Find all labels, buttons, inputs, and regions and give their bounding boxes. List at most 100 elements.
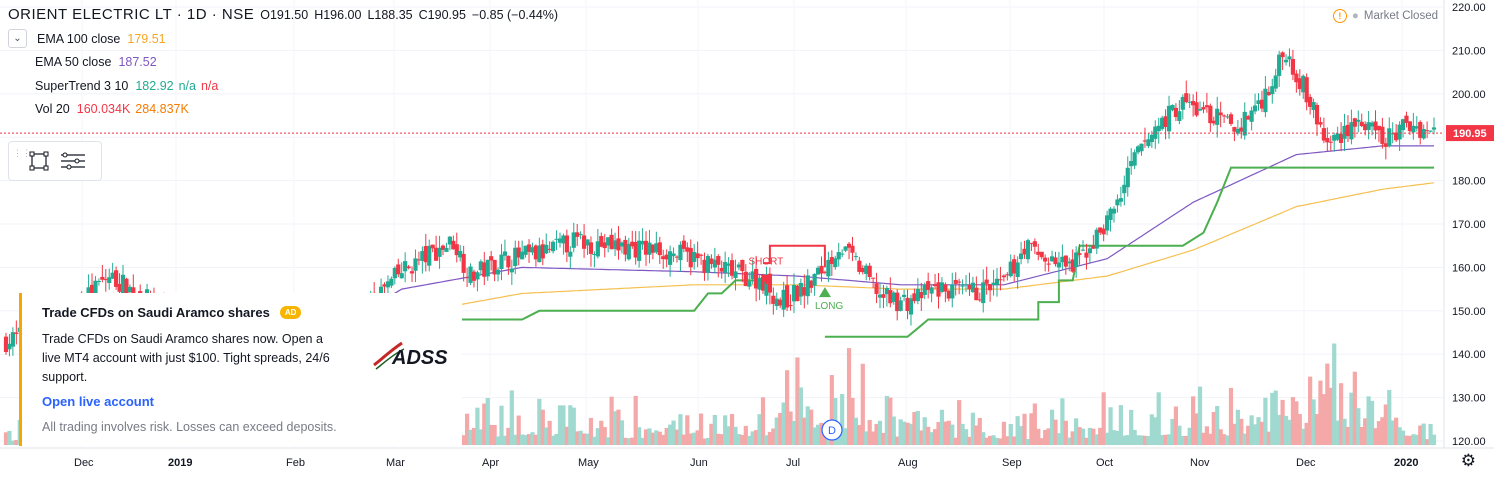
candle-body (637, 240, 642, 261)
volume-bar (626, 438, 631, 445)
volume-bar (767, 431, 772, 445)
candle-body (1098, 227, 1103, 233)
candle-body (946, 290, 951, 299)
candle-body (1177, 111, 1182, 121)
candle-body (888, 290, 893, 304)
indicator-row-ema50[interactable]: EMA 50 close 187.52 (8, 51, 558, 75)
volume-bar (1280, 399, 1285, 445)
candle-body (1135, 146, 1141, 153)
candle-body (1091, 245, 1096, 249)
indicator-value-2: 284.837K (135, 102, 189, 117)
candle-body (1431, 127, 1437, 130)
rectangle-tool-button[interactable] (23, 145, 55, 177)
volume-bar (1397, 427, 1402, 445)
candle-body (984, 279, 989, 284)
volume-bar (760, 397, 766, 445)
volume-bar (606, 437, 611, 445)
volume-bar (778, 413, 783, 445)
candle-body (1404, 115, 1409, 123)
candle-body (967, 284, 972, 290)
candle-body (1297, 78, 1302, 90)
candle-body (506, 255, 511, 268)
candle-body (953, 279, 958, 284)
candle-body (578, 233, 583, 235)
volume-bar (1356, 408, 1361, 445)
candle-body (103, 279, 108, 281)
candle-body (829, 257, 834, 264)
collapse-legend-button[interactable]: ⌄ (8, 29, 27, 49)
time-axis: Dec 2019 Feb Mar Apr May Jun Jul Aug Sep Oct Nov Dec… (0, 447, 1494, 469)
time-tick-label: 2020 (1394, 457, 1418, 469)
ad-panel[interactable]: Trade CFDs on Saudi Aramco shares AD Tra… (19, 293, 462, 446)
volume-bar (740, 434, 745, 445)
volume-bar (1225, 435, 1230, 445)
legend: ORIENT ELECTRIC LT · 1D · NSE O191.50 H1… (8, 6, 558, 121)
volume-bar (791, 420, 797, 445)
volume-bar (509, 390, 514, 445)
volume-bar (867, 420, 872, 445)
volume-bar (733, 426, 738, 445)
candle-body (860, 267, 865, 273)
volume-bar (468, 429, 473, 445)
candle-body (719, 268, 724, 272)
volume-bar (668, 424, 673, 445)
volume-bar (705, 437, 711, 445)
open-live-account-link[interactable]: Open live account (42, 394, 154, 409)
volume-bar (581, 433, 587, 445)
candle-body (516, 247, 521, 258)
candle-body (602, 242, 607, 249)
candle-body (440, 245, 446, 250)
volume-bar (764, 435, 769, 445)
settings-list-button[interactable] (57, 145, 89, 177)
candle-body (1187, 101, 1192, 103)
candle-body (599, 236, 604, 247)
volume-bar (1146, 435, 1151, 445)
volume-bar (991, 435, 996, 445)
volume-bar (943, 421, 948, 445)
volume-bar (719, 434, 724, 445)
volume-bar (984, 437, 989, 445)
volume-bar (1067, 437, 1072, 445)
candle-body (93, 280, 98, 298)
list-settings-icon (61, 152, 85, 170)
volume-bar (1201, 432, 1206, 445)
candle-body (107, 277, 112, 284)
candle-body (733, 271, 738, 278)
candle-body (1022, 248, 1027, 255)
candle-body (654, 243, 659, 253)
candle-body (1273, 75, 1278, 89)
candle-body (809, 280, 814, 288)
volume-bar (802, 417, 807, 445)
candle-body (526, 244, 532, 252)
volume-bar (1043, 429, 1048, 445)
indicator-row-volume[interactable]: Vol 20 160.034K 284.837K (8, 98, 558, 122)
volume-bar (495, 436, 501, 445)
candle-body (740, 259, 745, 272)
symbol-title[interactable]: ORIENT ELECTRIC LT · 1D · NSE (8, 6, 255, 23)
time-tick-label: May (578, 457, 599, 469)
candle-body (798, 282, 803, 297)
drawing-toolbar[interactable]: ⋮⋮ (8, 141, 102, 181)
volume-bar (650, 432, 656, 445)
volume-bar (633, 395, 638, 445)
indicator-row-ema100[interactable]: ⌄ EMA 100 close 179.51 (8, 27, 558, 51)
dividend-marker[interactable]: D (821, 419, 843, 441)
indicator-row-supertrend[interactable]: SuperTrend 3 10 182.92 n/a n/a (8, 74, 558, 98)
volume-bar (1094, 434, 1099, 445)
candle-body (1390, 133, 1395, 135)
market-status[interactable]: ! ● Market Closed (1332, 9, 1438, 23)
candle-body (688, 248, 693, 268)
volume-bar (1156, 392, 1161, 445)
drag-handle-icon[interactable]: ⋮⋮ (13, 148, 31, 158)
volume-bar (1015, 416, 1020, 445)
chart-settings-gear-icon[interactable]: ⚙ (1460, 451, 1476, 470)
volume-bar (1149, 414, 1154, 445)
candle-body (685, 247, 690, 252)
volume-bar (1222, 434, 1227, 445)
candle-body (520, 251, 525, 260)
volume-bar (1166, 434, 1172, 445)
price-axis: 120.00 130.00 140.00 150.00 160.00 170.00 180.… (0, 0, 1494, 448)
volume-bar (599, 420, 604, 445)
volume-bar (1218, 429, 1223, 445)
ema50-line (315, 145, 1434, 342)
